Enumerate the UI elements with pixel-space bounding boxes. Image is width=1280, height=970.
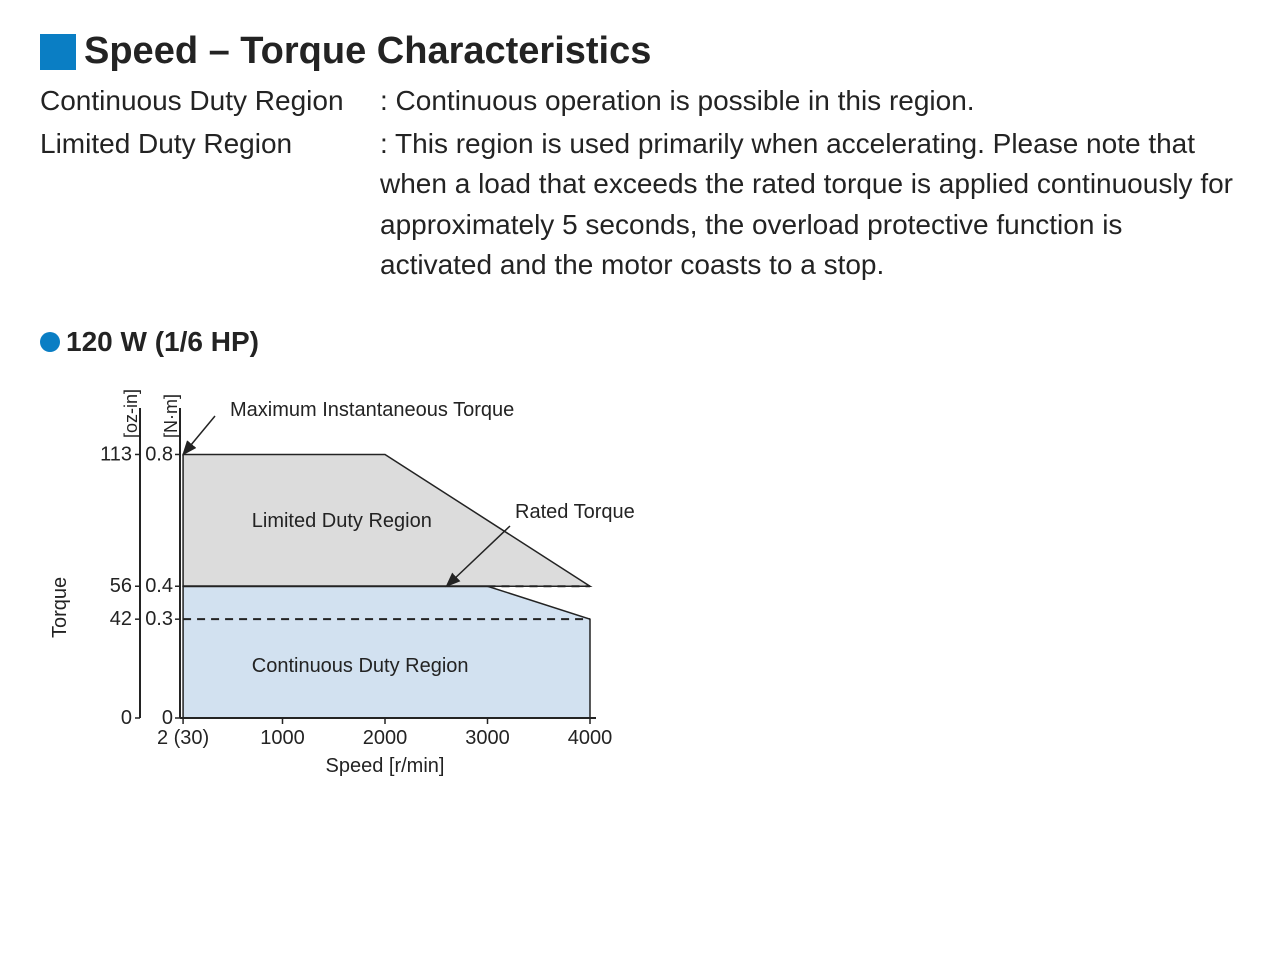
def-value: : Continuous operation is possible in th… [380, 81, 1240, 122]
y-tick-nm: 0.8 [145, 443, 173, 465]
def-value: : This region is used primarily when acc… [380, 124, 1240, 286]
x-tick: 3000 [465, 727, 510, 749]
continuous-duty-region [183, 586, 590, 718]
y-unit-nm: [N·m] [161, 394, 181, 438]
x-tick: 2 (30) [157, 727, 209, 749]
y-tick-nm: 0 [162, 707, 173, 729]
x-tick: 4000 [568, 727, 613, 749]
def-label: Limited Duty Region [40, 124, 380, 286]
y-tick-ozin: 113 [100, 443, 132, 465]
y-unit-ozin: [oz-in] [121, 389, 141, 438]
y-tick-ozin: 56 [110, 575, 132, 597]
x-axis-title: Speed [r/min] [326, 755, 445, 777]
chart-subheader: 120 W (1/6 HP) [40, 326, 1240, 358]
page-title: Speed – Torque Characteristics [84, 30, 651, 73]
y-axis-title: Torque [49, 577, 71, 638]
header-square-icon [40, 34, 76, 70]
x-tick: 2000 [363, 727, 408, 749]
limited-region-label: Limited Duty Region [252, 510, 432, 532]
bullet-dot-icon [40, 332, 60, 352]
definitions-list: Continuous Duty Region : Continuous oper… [40, 81, 1240, 286]
x-tick: 1000 [260, 727, 305, 749]
chart-svg: 0 42 56 113 0 0.3 0.4 0.8 2 (30) 1000 2000 3000 4000… [40, 368, 680, 808]
speed-torque-chart: 0 42 56 113 0 0.3 0.4 0.8 2 (30) 1000 2000 3000 4000… [40, 368, 680, 808]
annotation-max-torque: Maximum Instantaneous Torque [230, 399, 514, 421]
y-tick-nm: 0.3 [145, 608, 173, 630]
continuous-region-label: Continuous Duty Region [252, 655, 469, 677]
chart-subtitle: 120 W (1/6 HP) [66, 326, 259, 358]
y-tick-ozin: 0 [121, 707, 132, 729]
def-label: Continuous Duty Region [40, 81, 380, 122]
y-tick-nm: 0.4 [145, 575, 173, 597]
annotation-arrow [183, 416, 215, 454]
y-tick-ozin: 42 [110, 608, 132, 630]
section-header: Speed – Torque Characteristics [40, 30, 1240, 73]
annotation-rated-torque: Rated Torque [515, 501, 635, 523]
